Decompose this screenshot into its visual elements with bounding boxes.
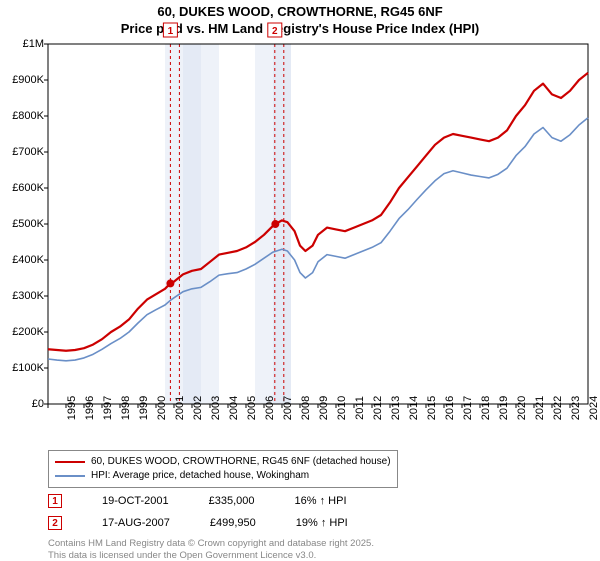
chart-container: 60, DUKES WOOD, CROWTHORNE, RG45 6NF Pri… [0,0,600,560]
ytick-label: £800K [12,110,44,122]
legend: 60, DUKES WOOD, CROWTHORNE, RG45 6NF (de… [48,450,398,488]
annotation-price-1: £335,000 [209,495,255,507]
ytick-label: £300K [12,290,44,302]
ytick-label: £1M [23,38,44,50]
title-line-2: Price paid vs. HM Land Registry's House … [0,21,600,38]
legend-swatch [55,461,85,463]
ytick-label: £400K [12,254,44,266]
ytick-label: £100K [12,362,44,374]
annotation-marker-1: 1 [48,494,62,508]
annotation-delta-2: 19% ↑ HPI [296,517,348,529]
annotation-marker-2: 2 [48,516,62,530]
footnote-2: This data is licensed under the Open Gov… [48,550,316,561]
annotation-date-2: 17-AUG-2007 [102,517,170,529]
annotation-price-2: £499,950 [210,517,256,529]
legend-label: HPI: Average price, detached house, Woki… [91,469,309,483]
annotation-row-1: 1 19-OCT-2001 £335,000 16% ↑ HPI [48,494,347,508]
footnote-1: Contains HM Land Registry data © Crown c… [48,538,374,549]
svg-text:1: 1 [168,26,174,37]
legend-row: 60, DUKES WOOD, CROWTHORNE, RG45 6NF (de… [55,455,391,469]
annotation-delta-1: 16% ↑ HPI [295,495,347,507]
ytick-label: £700K [12,146,44,158]
chart-area: 12 £0£100K£200K£300K£400K£500K£600K£700K… [48,44,588,404]
annotation-date-1: 19-OCT-2001 [102,495,169,507]
ytick-label: £0 [32,398,44,410]
legend-swatch [55,475,85,477]
annotation-row-2: 2 17-AUG-2007 £499,950 19% ↑ HPI [48,516,348,530]
line-chart: 12 [48,44,588,404]
title-block: 60, DUKES WOOD, CROWTHORNE, RG45 6NF Pri… [0,0,600,38]
ytick-label: £600K [12,182,44,194]
svg-text:2: 2 [272,26,278,37]
xtick-label: 2024 [570,396,600,420]
title-line-1: 60, DUKES WOOD, CROWTHORNE, RG45 6NF [0,4,600,21]
ytick-label: £900K [12,74,44,86]
legend-row: HPI: Average price, detached house, Woki… [55,469,391,483]
ytick-label: £200K [12,326,44,338]
ytick-label: £500K [12,218,44,230]
legend-label: 60, DUKES WOOD, CROWTHORNE, RG45 6NF (de… [91,455,391,469]
